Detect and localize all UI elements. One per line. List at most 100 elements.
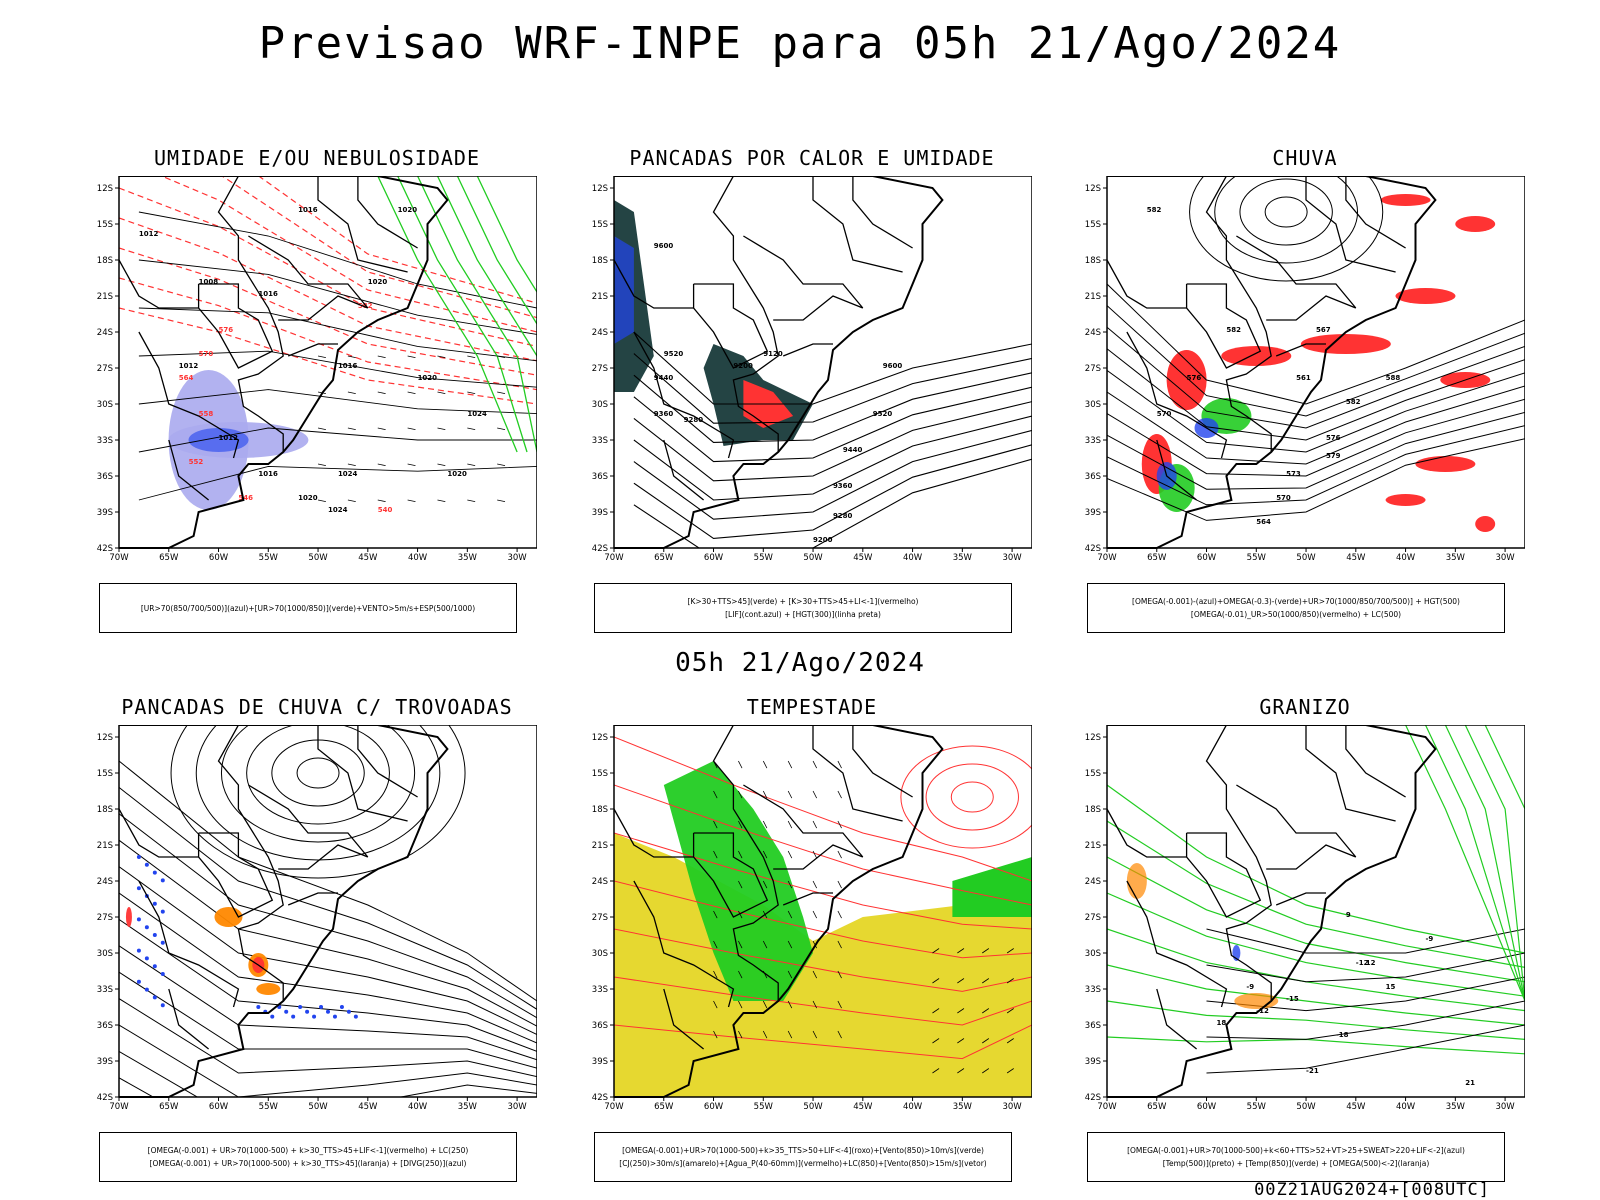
hgt-contour: [633, 386, 1032, 463]
legend-line-2: [CJ(250)>30m/s](amarelo)+[Agua_P(40-60mm…: [619, 1159, 987, 1168]
lat-label: 33S: [1085, 985, 1101, 995]
wind-vector: [317, 499, 326, 502]
lon-label: 50W: [1296, 1102, 1316, 1110]
isobar: [138, 389, 537, 415]
contour-label: 1020: [368, 278, 388, 286]
wind-vector: [317, 427, 326, 430]
lon-label: 40W: [408, 1102, 428, 1110]
contour-label: 1012: [179, 362, 199, 370]
lon-label: 70W: [1097, 553, 1117, 561]
state-border: [1205, 725, 1272, 1001]
streamline: [950, 781, 994, 813]
temp850-line: [1484, 725, 1525, 1001]
wind-vector: [738, 910, 743, 919]
humidity-green-line: [456, 176, 537, 326]
streamline: [614, 784, 1032, 906]
wind-vector: [957, 1038, 965, 1044]
contour-label: 570: [199, 350, 214, 358]
state-border: [692, 283, 769, 369]
lon-label: 55W: [754, 1102, 774, 1110]
lif-blue-area: [614, 236, 634, 344]
lon-label: 70W: [604, 553, 624, 561]
wind-vector: [837, 790, 842, 799]
contour-label: 1020: [418, 374, 438, 382]
humidity-green-line: [476, 176, 537, 294]
lat-label: 12S: [592, 184, 608, 194]
lat-label: 12S: [97, 184, 113, 194]
state-border: [248, 784, 369, 858]
wind-vector: [837, 1030, 842, 1039]
lon-label: 35W: [953, 553, 973, 561]
panel-title: PANCADAS POR CALOR E UMIDADE: [629, 146, 995, 170]
lat-label: 21S: [592, 292, 608, 302]
lon-label: 65W: [654, 553, 674, 561]
contour-label: 582: [358, 302, 373, 310]
legend-line-1: [OMEGA(-0.001)-(azul)+OMEGA(-0.3)-(verde…: [1132, 597, 1460, 606]
streamline: [119, 892, 537, 1044]
lat-label: 24S: [592, 877, 608, 887]
wind-vector: [738, 850, 743, 859]
contour-label: -21: [1306, 1067, 1319, 1075]
panel-pancadas-calor: PANCADAS POR CALOR E UMIDADE 9600 9520 944…: [592, 146, 1032, 646]
state-border: [1106, 808, 1187, 858]
lat-label: 24S: [1085, 877, 1101, 887]
lon-label: 35W: [458, 553, 478, 561]
lat-label: 33S: [97, 985, 113, 995]
wind-vector: [932, 978, 940, 984]
state-border: [168, 439, 210, 501]
mid-title: 05h 21/Ago/2024: [675, 648, 925, 678]
lon-label: 65W: [1147, 553, 1167, 561]
lat-label: 15S: [97, 220, 113, 230]
wind-vector: [437, 427, 446, 430]
divergence-point: [152, 933, 157, 937]
wind-vector: [497, 355, 506, 358]
streamline: [119, 866, 537, 1036]
lat-label: 24S: [97, 877, 113, 887]
wind-vector: [812, 880, 818, 889]
lat-label: 18S: [97, 805, 113, 815]
wind-vector: [347, 355, 356, 358]
lat-label: 15S: [592, 769, 608, 779]
state-border: [743, 784, 864, 858]
state-border: [1236, 235, 1357, 309]
lon-label: 30W: [1002, 1102, 1022, 1110]
contour-label: 1016: [258, 470, 278, 478]
streamline: [119, 945, 537, 1061]
state-border: [217, 176, 284, 452]
map-layer: 9600 9520 9440 9360 9280 9200 9120 9600 9520 9440…: [614, 200, 1032, 548]
legend-line-1: [K>30+TTS>45](verde) + [K>30+TTS>45+LI<-…: [687, 597, 919, 606]
hgt-contour: [633, 458, 1032, 548]
wind-vector: [787, 1030, 793, 1039]
contour-label: 1016: [258, 290, 278, 298]
wind-vector: [407, 391, 416, 394]
lon-label: 50W: [308, 553, 328, 561]
state-border: [1156, 988, 1198, 1050]
temp500-line: [1206, 1000, 1525, 1040]
panel-legend: [OMEGA(-0.001)+UR>70(1000-500)+k<60+TTS>…: [1087, 1132, 1505, 1182]
panel-title: UMIDADE E/OU NEBULOSIDADE: [153, 146, 481, 170]
lon-label: 30W: [507, 553, 527, 561]
contour-label: 1024: [338, 470, 358, 478]
divergence-point: [319, 1005, 324, 1009]
streamline: [220, 725, 416, 843]
streamline: [614, 736, 1032, 882]
divergence-point: [144, 956, 149, 961]
wind-vector: [957, 1068, 965, 1074]
wind-vector: [497, 463, 506, 466]
streamline: [119, 1024, 537, 1097]
humidity-green-line: [397, 176, 528, 453]
state-border: [1185, 283, 1262, 369]
temp850-line: [1107, 892, 1525, 997]
coastline: [1107, 725, 1437, 1098]
streamline: [614, 928, 1032, 992]
divergence-point: [136, 948, 141, 953]
state-border: [1205, 176, 1272, 452]
contour-label: 9280: [833, 512, 853, 520]
map-layer: 1012 1016 1020 1016 1020 1008 1012 1016 1020 1024…: [119, 176, 537, 514]
wind-vector: [762, 850, 768, 859]
humidity-green-line: [377, 176, 518, 453]
temp850-line: [1464, 725, 1525, 1002]
lon-label: 55W: [1247, 553, 1267, 561]
wind-vector: [713, 850, 718, 859]
wind-vector: [787, 940, 793, 949]
